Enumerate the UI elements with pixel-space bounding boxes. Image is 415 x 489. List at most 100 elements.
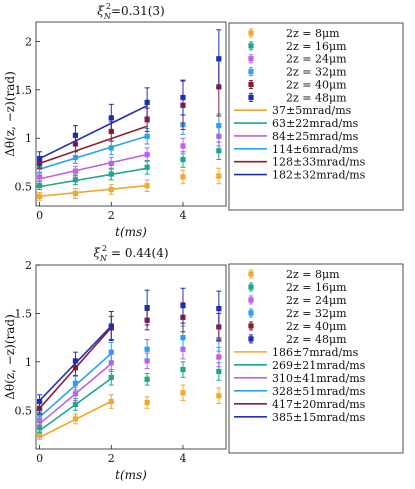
data-point	[180, 156, 186, 163]
y-tick-label: 1	[25, 356, 32, 369]
data-point	[144, 99, 150, 105]
data-point	[72, 190, 79, 197]
x-tick-label: 4	[179, 452, 186, 465]
title-xi: ξ	[97, 4, 105, 18]
legend-label: 310±41mrad/ms	[272, 372, 366, 385]
chart-panel-1: 0 2 40.511.52t(ms)Δθ(z, −z)(rad)ξN2=0.31(3…	[3, 2, 404, 239]
legend-label: 2z = 24μm	[286, 53, 347, 66]
legend-label: 114±6mrad/ms	[272, 143, 359, 156]
data-point	[180, 366, 186, 373]
data-point	[216, 324, 222, 330]
data-point	[108, 186, 114, 193]
data-layer	[36, 287, 222, 440]
title-subscript: N	[103, 12, 112, 21]
data-point	[180, 303, 186, 309]
legend-label: 417±20mrad/ms	[272, 398, 366, 411]
legend-marker	[248, 271, 254, 277]
data-point	[72, 416, 79, 422]
y-tick-label: 2	[25, 35, 32, 48]
legend-label: 2z = 24μm	[286, 294, 347, 307]
legend-label: 2z = 16μm	[286, 40, 347, 53]
data-point	[72, 391, 79, 397]
data-point	[36, 417, 43, 423]
data-point	[144, 376, 150, 382]
legend-label: 269±21mrad/ms	[272, 359, 366, 372]
data-point	[36, 425, 43, 431]
fit-line	[39, 135, 148, 170]
data-point	[36, 174, 43, 180]
legend-label: 2z = 40μm	[286, 78, 347, 91]
data-point	[144, 183, 150, 189]
data-point	[36, 398, 43, 405]
legend-label: 63±22mrad/ms	[272, 117, 359, 130]
data-point	[108, 349, 114, 355]
data-point	[144, 117, 150, 123]
y-tick-label: 1	[25, 132, 32, 145]
fit-line	[39, 153, 148, 180]
data-point	[108, 360, 114, 366]
y-axis-label: Δθ(z, −z)(rad)	[3, 314, 17, 400]
data-point	[108, 145, 114, 151]
legend-label: 2z = 40μm	[286, 320, 347, 333]
data-point	[144, 152, 150, 158]
x-axis-label: t(ms)	[115, 468, 147, 482]
legend-frame	[228, 22, 404, 211]
data-point	[216, 354, 222, 360]
y-axis-label: Δθ(z, −z)(rad)	[3, 71, 17, 157]
data-point	[144, 164, 150, 170]
data-point	[216, 305, 222, 312]
legend-marker	[248, 297, 254, 303]
legend-label: 2z = 32μm	[286, 66, 347, 79]
data-point	[72, 177, 79, 183]
data-point	[180, 94, 186, 101]
data-point	[108, 115, 114, 121]
legend-marker	[248, 81, 254, 88]
x-tick-label: 4	[179, 209, 186, 222]
plot-area-frame	[35, 264, 227, 450]
data-point	[72, 358, 79, 364]
legend-marker	[248, 43, 254, 49]
y-tick-label: 1.5	[15, 307, 33, 320]
legend-frame	[228, 263, 404, 454]
data-point	[144, 358, 150, 364]
data-point	[180, 143, 186, 149]
data-point	[216, 393, 222, 399]
title-value: = 0.44(4)	[107, 246, 168, 260]
data-point	[36, 193, 43, 199]
data-point	[144, 305, 150, 311]
data-point	[72, 132, 79, 138]
legend-label: 385±15mrad/ms	[272, 411, 366, 424]
data-point	[72, 168, 79, 174]
title-subscript: N	[99, 254, 108, 263]
chart-panel-2: 0 2 40.511.52t(ms)Δθ(z, −z)(rad)ξN2 = 0.44…	[3, 244, 404, 482]
data-point	[216, 56, 222, 62]
data-point	[36, 432, 43, 439]
title-xi: ξ	[93, 246, 101, 260]
chart-title: ξN2 = 0.44(4)	[93, 244, 168, 263]
data-point	[216, 123, 222, 129]
legend-marker	[248, 30, 254, 36]
data-point	[108, 398, 114, 405]
legend-label: 328±51mrad/ms	[272, 385, 366, 398]
legend-label: 37±5mrad/ms	[272, 104, 352, 117]
data-point	[180, 174, 186, 180]
data-point	[36, 155, 43, 162]
fit-line	[39, 167, 148, 188]
y-tick-label: 1.5	[15, 84, 33, 97]
y-tick-label: 2	[25, 259, 32, 272]
data-point	[72, 154, 79, 161]
data-point	[180, 390, 186, 396]
data-point	[144, 133, 150, 139]
legend-marker	[248, 310, 254, 316]
fit-line	[39, 104, 148, 160]
legend-marker	[248, 284, 254, 290]
data-point	[72, 380, 79, 386]
legend-marker	[248, 323, 254, 329]
data-point	[180, 335, 186, 341]
plot-area-frame	[35, 21, 227, 207]
data-point	[36, 183, 43, 189]
legend-label: 128±33mrad/ms	[272, 156, 366, 169]
